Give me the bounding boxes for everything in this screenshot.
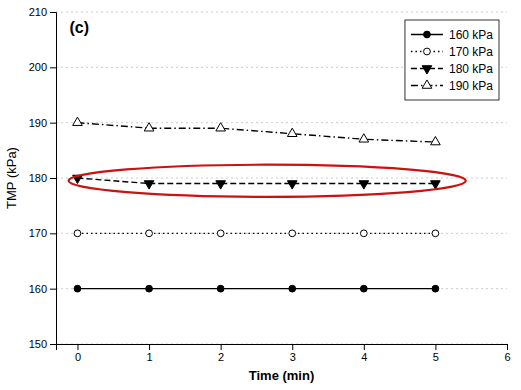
grid-line bbox=[56, 122, 507, 123]
grid-line bbox=[56, 233, 507, 234]
grid-line bbox=[56, 178, 507, 179]
point bbox=[289, 285, 296, 292]
tick-label: 170 bbox=[29, 227, 47, 239]
tick-label: 160 bbox=[29, 283, 47, 295]
legend-marker bbox=[422, 80, 432, 88]
point bbox=[431, 136, 441, 144]
tick-label: 5 bbox=[433, 351, 439, 363]
grid bbox=[56, 12, 507, 344]
point bbox=[216, 181, 226, 189]
tick: 2 bbox=[218, 344, 224, 363]
tick-label: 2 bbox=[218, 351, 224, 363]
point bbox=[144, 123, 154, 131]
tick-mark bbox=[50, 67, 56, 68]
legend-frame bbox=[405, 20, 499, 100]
tick-label: 3 bbox=[290, 351, 296, 363]
tick: 170 bbox=[29, 227, 56, 239]
axis-line bbox=[57, 345, 508, 351]
point bbox=[144, 181, 154, 189]
tick-mark bbox=[50, 12, 56, 13]
chart-container: 0 1 2 3 4 5 6 150 160 170 180 190 200 210 Time (min) TM… bbox=[0, 0, 521, 390]
tick: 0 bbox=[75, 344, 81, 363]
grid-line bbox=[56, 12, 507, 13]
point bbox=[432, 285, 439, 292]
tick-label: 6 bbox=[504, 351, 510, 363]
y-axis: 150 160 170 180 190 200 210 bbox=[29, 6, 57, 350]
point bbox=[360, 285, 367, 292]
legend-label: 180 kPa bbox=[449, 62, 493, 76]
plot-area bbox=[69, 117, 466, 292]
point bbox=[73, 117, 83, 125]
point bbox=[359, 134, 369, 142]
tick-label: 0 bbox=[75, 351, 81, 363]
legend-marker bbox=[424, 31, 431, 38]
tick-mark bbox=[507, 344, 508, 350]
point bbox=[287, 181, 297, 189]
tick-label: 150 bbox=[29, 338, 47, 350]
tick: 4 bbox=[361, 344, 367, 363]
chart: 0 1 2 3 4 5 6 150 160 170 180 190 200 210 Time (min) TM… bbox=[0, 0, 521, 390]
point bbox=[217, 230, 224, 237]
point bbox=[217, 285, 224, 292]
series-line bbox=[77, 123, 435, 142]
point bbox=[287, 128, 297, 136]
series-line bbox=[77, 233, 435, 234]
tick: 3 bbox=[290, 344, 296, 363]
title: (c) bbox=[70, 19, 90, 36]
point bbox=[74, 230, 81, 237]
point bbox=[360, 230, 367, 237]
tick-label: 210 bbox=[29, 6, 47, 18]
grid-line bbox=[56, 288, 507, 289]
point bbox=[289, 230, 296, 237]
tick-mark bbox=[435, 344, 436, 350]
legend-item: 160 kPa bbox=[411, 28, 493, 42]
tick: 150 bbox=[29, 338, 56, 350]
point bbox=[74, 285, 81, 292]
tick: 1 bbox=[147, 344, 153, 363]
tick: 200 bbox=[29, 61, 56, 73]
tick-mark bbox=[50, 289, 56, 290]
tick-mark bbox=[364, 344, 365, 350]
tick: 190 bbox=[29, 117, 56, 129]
annotation-ellipse bbox=[69, 165, 466, 197]
x-axis-title: Time (min) bbox=[249, 368, 315, 383]
y-axis-title: TMP (kPa) bbox=[4, 147, 19, 209]
legend-item: 170 kPa bbox=[411, 45, 493, 59]
legend-marker bbox=[424, 48, 431, 55]
tick-mark bbox=[149, 344, 150, 350]
tick-mark bbox=[50, 233, 56, 234]
tick-mark bbox=[50, 178, 56, 179]
tick: 180 bbox=[29, 172, 56, 184]
point bbox=[359, 181, 369, 189]
tick-label: 1 bbox=[147, 351, 153, 363]
legend-item: 180 kPa bbox=[411, 62, 493, 76]
legend: 160 kPa 170 kPa 180 kPa 190 kPa bbox=[405, 20, 499, 100]
tick-label: 180 bbox=[29, 172, 47, 184]
legend-marker bbox=[422, 66, 432, 74]
x-axis: 0 1 2 3 4 5 6 bbox=[57, 344, 511, 363]
axis-line bbox=[50, 13, 57, 345]
tick-label: 190 bbox=[29, 117, 47, 129]
legend-label: 170 kPa bbox=[449, 45, 493, 59]
tick-mark bbox=[50, 344, 56, 345]
tick-mark bbox=[221, 344, 222, 350]
tick-mark bbox=[292, 344, 293, 350]
tick: 160 bbox=[29, 283, 56, 295]
tick: 210 bbox=[29, 6, 56, 18]
tick-label: 4 bbox=[361, 351, 367, 363]
point bbox=[146, 230, 153, 237]
legend-label: 190 kPa bbox=[449, 79, 493, 93]
point bbox=[146, 285, 153, 292]
series-line bbox=[77, 288, 435, 289]
tick-label: 200 bbox=[29, 61, 47, 73]
tick-mark bbox=[50, 123, 56, 124]
point bbox=[432, 230, 439, 237]
tick-mark bbox=[77, 344, 78, 350]
tick: 6 bbox=[504, 344, 510, 363]
series-line bbox=[77, 178, 435, 184]
legend-label: 160 kPa bbox=[449, 28, 493, 42]
point bbox=[216, 123, 226, 131]
legend-item: 190 kPa bbox=[411, 79, 493, 93]
tick: 5 bbox=[433, 344, 439, 363]
